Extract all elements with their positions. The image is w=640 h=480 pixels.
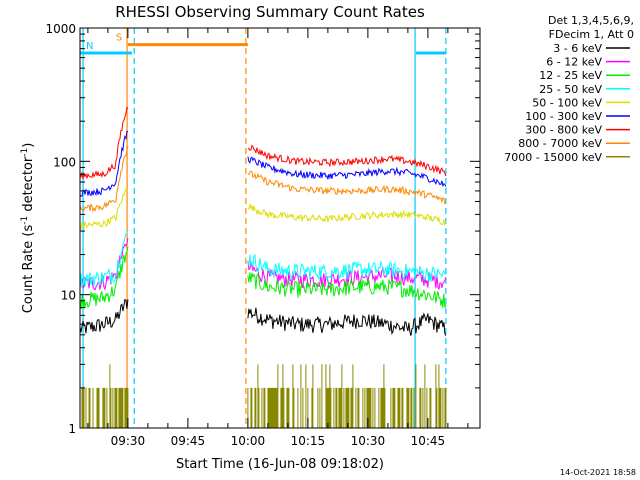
- series-line-pre-2: [80, 246, 129, 310]
- plot-frame: [79, 27, 481, 429]
- footer-timestamp: 14-Oct-2021 18:58: [560, 468, 636, 477]
- series-line-post-3: [247, 253, 447, 283]
- legend-header-line1: Det 1,3,4,5,6,9,: [548, 14, 634, 27]
- series-line-pre-4: [80, 188, 129, 231]
- x-tick-label: 10:30: [351, 434, 386, 448]
- x-tick-label: 10:45: [411, 434, 446, 448]
- y-tick-label: 10: [61, 289, 76, 303]
- series-line-post-0: [247, 307, 447, 336]
- y-axis-label: Count Rate (s-1 detector-1): [20, 143, 36, 314]
- y-axis: 1 10 100 1000: [45, 22, 480, 436]
- series-line-post-2: [247, 272, 447, 308]
- legend-header-line2: FDecim 1, Att 0: [549, 28, 634, 41]
- y-tick-label: 1: [68, 422, 76, 436]
- plot-area: SN: [80, 28, 447, 428]
- legend-entry-label: 3 - 6 keV: [553, 42, 602, 55]
- x-tick-label: 09:45: [171, 434, 206, 448]
- series-line-pre-1: [80, 238, 129, 291]
- x-tick-label: 10:00: [231, 434, 266, 448]
- series-line-pre-8: [80, 364, 129, 428]
- annotation-label-0: S: [116, 33, 122, 44]
- y-axis-label-mid: detector: [21, 156, 36, 216]
- annotation-label-1: N: [86, 41, 93, 52]
- x-axis-label: Start Time (16-Jun-08 09:18:02): [176, 457, 384, 472]
- series-line-pre-7: [80, 146, 129, 213]
- series-line-pre-0: [80, 298, 129, 334]
- chart-title: RHESSI Observing Summary Count Rates: [115, 3, 425, 21]
- legend-entry-label: 6 - 12 keV: [546, 56, 602, 69]
- x-tick-label: 09:30: [111, 434, 146, 448]
- y-axis-label-end: ): [21, 143, 36, 148]
- y-axis-label-sup2: -1: [20, 148, 30, 157]
- legend-entry-label: 50 - 100 keV: [532, 96, 602, 109]
- series-line-post-5: [247, 156, 447, 188]
- y-axis-label-main: Count Rate (s: [21, 225, 36, 314]
- series-line-pre-6: [80, 106, 129, 180]
- series-line-post-8: [247, 364, 447, 428]
- legend-entry-label: 25 - 50 keV: [539, 83, 602, 96]
- series-line-pre-5: [80, 130, 129, 197]
- series-line-pre-3: [80, 229, 129, 288]
- legend: Det 1,3,4,5,6,9, FDecim 1, Att 0 3 - 6 k…: [504, 14, 634, 164]
- x-axis: 09:30 09:45 10:00 10:15 10:30 10:45: [87, 28, 469, 448]
- y-tick-label: 100: [53, 155, 76, 169]
- series-line-post-7: [247, 170, 447, 205]
- series-line-post-4: [247, 202, 447, 227]
- series-line-post-6: [247, 144, 447, 177]
- legend-entry-label: 800 - 7000 keV: [518, 137, 602, 150]
- y-tick-label: 1000: [45, 22, 76, 36]
- x-tick-label: 10:15: [291, 434, 326, 448]
- legend-entry-label: 300 - 800 keV: [525, 124, 602, 137]
- legend-entry-label: 12 - 25 keV: [539, 69, 602, 82]
- y-axis-label-sup1: -1: [20, 216, 30, 225]
- legend-entry-label: 100 - 300 keV: [525, 110, 602, 123]
- legend-entry-label: 7000 - 15000 keV: [504, 151, 602, 164]
